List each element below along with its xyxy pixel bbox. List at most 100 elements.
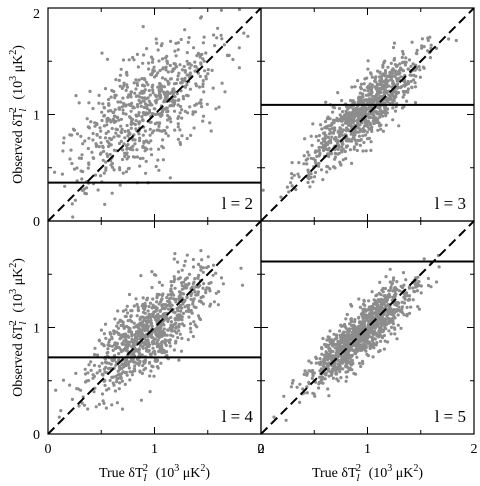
data-point: [112, 329, 116, 333]
data-point: [384, 318, 388, 322]
data-point: [144, 171, 148, 175]
data-point: [289, 385, 293, 389]
data-point: [102, 124, 106, 128]
data-point: [151, 91, 155, 95]
data-point: [120, 157, 125, 162]
data-point: [173, 286, 177, 290]
data-point: [174, 64, 178, 68]
data-point: [346, 333, 350, 337]
data-point: [189, 297, 193, 301]
data-point: [419, 291, 423, 295]
data-point: [107, 103, 111, 107]
data-point: [294, 187, 298, 192]
data-point: [338, 370, 342, 374]
data-point: [109, 109, 113, 113]
data-point: [406, 89, 410, 93]
data-point: [335, 333, 339, 337]
data-point: [395, 287, 399, 291]
data-point: [382, 347, 386, 351]
data-point: [220, 37, 224, 41]
data-point: [357, 324, 361, 328]
data-point: [413, 85, 418, 89]
data-point: [306, 168, 310, 172]
data-point: [325, 164, 329, 169]
data-point: [366, 124, 370, 128]
data-point: [344, 370, 348, 374]
data-point: [133, 138, 137, 142]
data-point: [54, 388, 58, 392]
data-point: [142, 53, 146, 57]
data-point: [330, 338, 334, 342]
data-point: [365, 352, 369, 356]
data-point: [118, 381, 122, 385]
data-point: [153, 352, 157, 356]
data-point: [101, 399, 105, 403]
data-point: [333, 106, 337, 110]
data-point: [199, 16, 203, 20]
data-point: [290, 161, 294, 165]
data-point: [343, 149, 347, 154]
data-point: [137, 113, 141, 117]
data-point: [370, 83, 374, 87]
data-point: [348, 98, 353, 103]
data-point: [361, 312, 365, 317]
data-point: [376, 106, 380, 110]
data-point: [114, 131, 118, 135]
data-point: [196, 314, 201, 318]
data-point: [102, 114, 106, 118]
data-point: [148, 352, 152, 356]
data-point: [327, 374, 331, 378]
data-point: [205, 102, 209, 106]
data-point: [189, 330, 193, 334]
data-point: [346, 122, 350, 126]
data-point: [369, 148, 373, 152]
data-point: [147, 361, 151, 365]
data-point: [161, 292, 165, 296]
diagonal-line: [261, 8, 474, 221]
data-point: [193, 64, 197, 69]
data-point: [405, 312, 409, 316]
data-point: [152, 310, 156, 314]
data-point: [341, 355, 345, 359]
data-point: [100, 110, 104, 114]
data-point: [137, 132, 141, 136]
data-point: [160, 340, 165, 344]
data-point: [409, 64, 413, 68]
data-point: [357, 134, 361, 138]
data-point: [317, 134, 321, 138]
x-axis-label: True δTl2 (103 μK2): [99, 462, 210, 484]
data-point: [306, 173, 311, 177]
data-point: [111, 375, 115, 379]
data-point: [413, 283, 417, 287]
data-point: [147, 108, 152, 112]
data-point: [418, 75, 422, 79]
data-point: [414, 285, 418, 289]
data-point: [339, 367, 343, 371]
data-point: [371, 355, 375, 359]
data-point: [81, 142, 85, 146]
data-point: [59, 409, 63, 413]
data-point: [110, 344, 114, 348]
data-point: [141, 25, 145, 29]
data-point: [178, 142, 183, 146]
data-point: [97, 402, 101, 406]
data-point: [111, 348, 115, 352]
data-point: [150, 306, 154, 310]
data-point: [131, 121, 135, 125]
data-point: [95, 371, 99, 375]
data-point: [154, 308, 158, 313]
data-point: [120, 127, 124, 131]
data-point: [339, 376, 343, 380]
data-point: [385, 96, 389, 100]
data-point: [317, 145, 321, 149]
data-point: [391, 106, 395, 110]
data-point: [309, 361, 313, 365]
data-point: [176, 122, 180, 126]
data-point: [376, 69, 380, 73]
data-point: [338, 145, 342, 149]
data-point: [339, 339, 343, 343]
data-point: [176, 77, 180, 82]
data-point: [124, 314, 128, 319]
data-point: [313, 158, 317, 162]
data-point: [298, 400, 302, 404]
